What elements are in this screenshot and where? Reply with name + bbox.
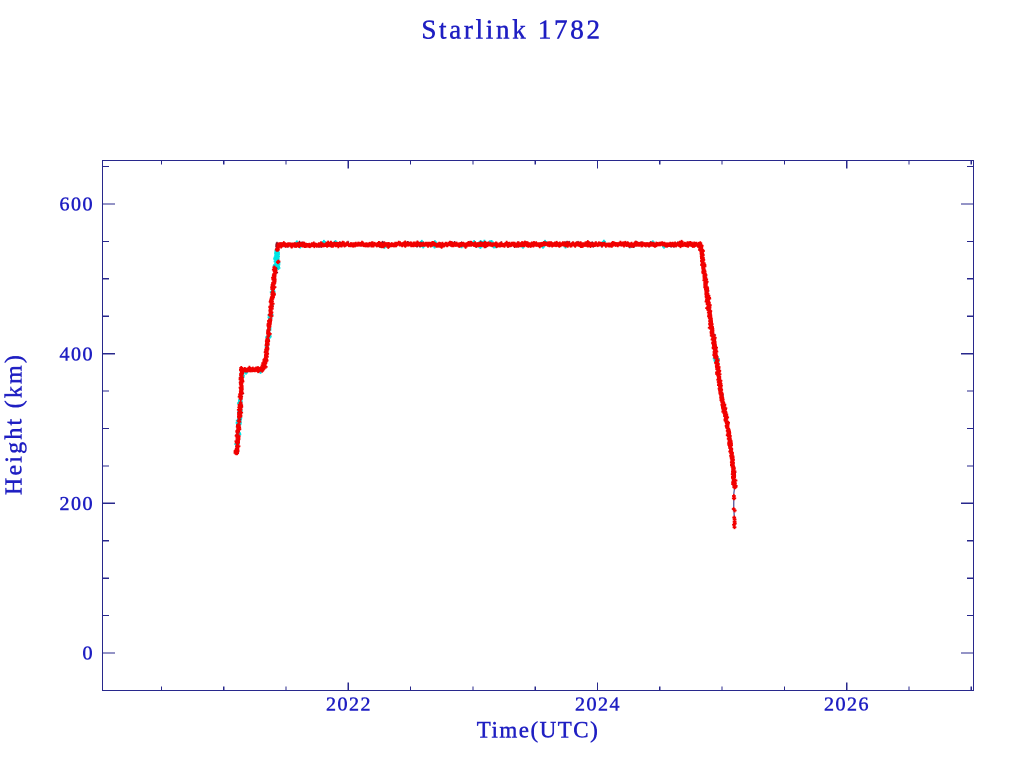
svg-text:Height (km): Height (km) xyxy=(2,353,28,495)
svg-text:400: 400 xyxy=(60,343,95,365)
svg-text:2026: 2026 xyxy=(824,694,870,716)
svg-text:2024: 2024 xyxy=(575,694,621,716)
svg-text:600: 600 xyxy=(60,194,95,216)
svg-text:200: 200 xyxy=(60,493,95,515)
svg-text:Time(UTC): Time(UTC) xyxy=(477,718,600,743)
svg-text:2022: 2022 xyxy=(326,694,372,716)
svg-text:Starlink 1782: Starlink 1782 xyxy=(421,15,602,45)
svg-text:0: 0 xyxy=(83,643,95,665)
